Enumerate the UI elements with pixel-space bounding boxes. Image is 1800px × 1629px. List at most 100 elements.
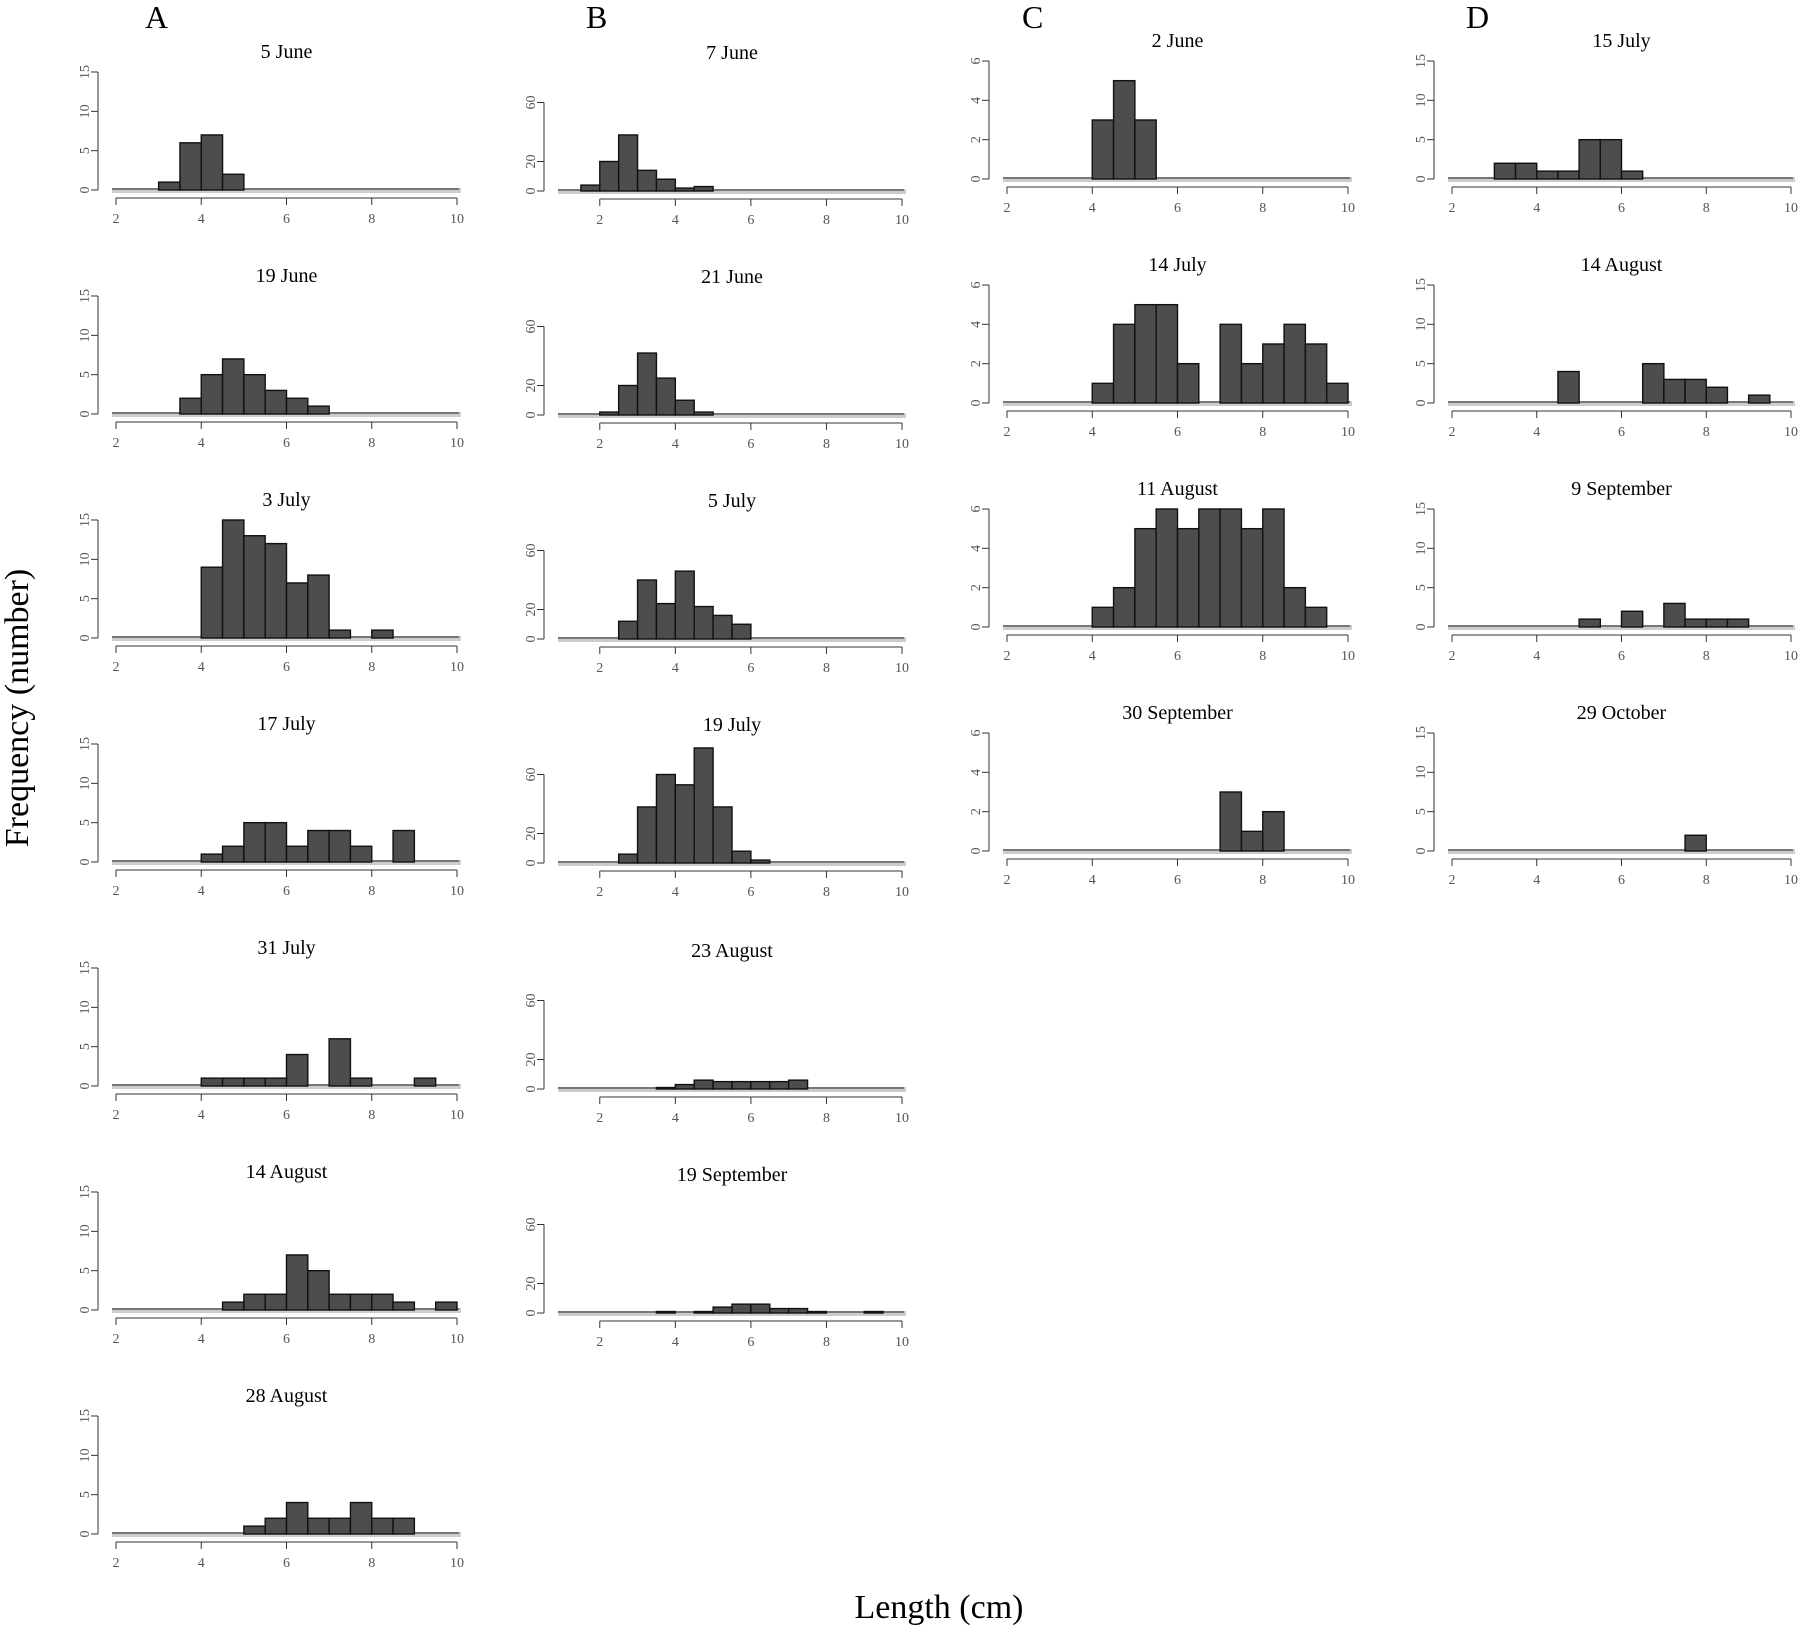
histogram-bar	[200, 134, 224, 191]
panel-b-12: 19 September 0 20 60 2 4 6 8 10	[524, 1164, 909, 1350]
x-tick-label: 10	[895, 885, 909, 900]
histogram-bar	[349, 1077, 373, 1087]
histogram-bar	[863, 1310, 884, 1314]
panel-a-5: 14 August 0 5 10 15 2 4 6 8 10	[78, 1161, 464, 1347]
panel-title: 5 July	[708, 490, 756, 512]
x-tick-label: 4	[1533, 425, 1540, 440]
y-tick-label: 5	[78, 1491, 93, 1498]
histogram-bar	[636, 579, 658, 640]
x-tick-label: 6	[283, 1556, 290, 1571]
histogram-bar	[328, 1293, 352, 1311]
histogram-bar	[1219, 323, 1243, 404]
histogram-bar	[157, 181, 181, 191]
x-tick-label: 6	[1174, 201, 1181, 216]
y-tick-label: 0	[78, 859, 93, 866]
y-tick-label: 60	[524, 994, 539, 1008]
histogram-bar	[1262, 508, 1285, 628]
y-tick-label: 60	[524, 768, 539, 782]
histogram-bar	[221, 358, 245, 415]
x-tick-label: 10	[1784, 201, 1798, 216]
histogram-bar	[1578, 618, 1602, 628]
panel-title: 11 August	[1137, 478, 1218, 500]
panel-c-15: 11 August 0 2 4 6 2 4 6 8 10	[969, 478, 1355, 664]
histogram-bar	[392, 1301, 416, 1311]
x-tick-label: 2	[113, 660, 120, 675]
x-tick-label: 4	[672, 661, 679, 676]
y-tick-label: 15	[78, 1409, 93, 1423]
histogram-bar	[1304, 606, 1328, 628]
baseline-band	[112, 188, 461, 193]
panel-title: 15 July	[1592, 30, 1650, 52]
histogram-bar	[1663, 602, 1686, 628]
histogram-bar	[617, 384, 639, 416]
y-tick-label: 0	[969, 624, 984, 631]
histogram-bar	[693, 411, 714, 416]
y-tick-label: 0	[78, 1531, 93, 1538]
x-tick-label: 8	[823, 885, 830, 900]
x-tick-label: 4	[198, 1556, 205, 1571]
x-tick-label: 10	[1784, 649, 1798, 664]
y-tick-label: 6	[969, 730, 984, 737]
histogram-bar	[674, 399, 695, 416]
x-tick-label: 6	[1618, 425, 1625, 440]
histogram-bar	[328, 829, 352, 863]
panel-b-8: 21 June 0 20 60 2 4 6 8 10	[524, 266, 909, 452]
histogram-bar	[599, 411, 620, 416]
histogram-bar	[200, 853, 224, 863]
x-tick-label: 8	[368, 436, 375, 451]
x-tick-label: 2	[113, 884, 120, 899]
histogram-bar	[349, 1501, 373, 1535]
histogram-bar	[307, 829, 330, 863]
x-tick-label: 6	[283, 660, 290, 675]
histogram-bar	[655, 773, 677, 864]
histogram-bar	[264, 542, 288, 639]
panel-title: 19 June	[256, 265, 318, 287]
histogram-bar	[243, 373, 266, 415]
x-tick-label: 8	[368, 212, 375, 227]
y-tick-label: 10	[1414, 541, 1429, 555]
x-tick-label: 10	[450, 212, 464, 227]
histogram-bar	[599, 160, 620, 192]
histogram-bar	[1578, 138, 1602, 180]
histogram-bar	[285, 1053, 309, 1087]
y-tick-label: 5	[1414, 136, 1429, 143]
histogram-bar	[655, 1086, 677, 1090]
x-tick-label: 10	[450, 436, 464, 451]
x-tick-label: 4	[198, 884, 205, 899]
histogram-bar	[1155, 303, 1179, 404]
histogram-bar	[674, 1083, 695, 1090]
histogram-bar	[285, 1254, 309, 1311]
x-tick-label: 10	[1784, 425, 1798, 440]
x-tick-label: 2	[1004, 425, 1011, 440]
x-tick-label: 10	[1784, 873, 1798, 888]
y-tick-label: 15	[78, 513, 93, 527]
x-tick-label: 2	[596, 661, 603, 676]
histogram-bar	[221, 1077, 245, 1087]
histogram-bar	[200, 373, 224, 415]
y-tick-label: 0	[78, 1083, 93, 1090]
y-tick-label: 0	[524, 1310, 539, 1317]
x-tick-label: 6	[283, 884, 290, 899]
x-tick-label: 8	[1703, 649, 1710, 664]
x-tick-label: 4	[198, 1332, 205, 1347]
histogram-bar	[1112, 323, 1136, 404]
x-tick-label: 6	[1174, 425, 1181, 440]
x-tick-label: 8	[368, 1332, 375, 1347]
histogram-bar	[1557, 370, 1580, 404]
histogram-bar	[200, 566, 224, 639]
histogram-bar	[674, 187, 695, 192]
x-tick-label: 2	[1004, 201, 1011, 216]
histogram-bar	[787, 1079, 809, 1090]
histogram-bar	[392, 829, 416, 863]
y-tick-label: 10	[78, 104, 93, 118]
histogram-bar	[243, 821, 266, 863]
histogram-bar	[307, 1269, 330, 1311]
y-tick-label: 0	[78, 411, 93, 418]
panel-title: 2 June	[1152, 30, 1204, 52]
x-tick-label: 8	[1259, 425, 1266, 440]
x-tick-label: 4	[672, 1335, 679, 1350]
panel-title: 14 July	[1148, 254, 1206, 276]
histogram-bar	[1176, 362, 1200, 404]
histogram-bar	[787, 1307, 809, 1314]
histogram-bar	[712, 1080, 733, 1090]
